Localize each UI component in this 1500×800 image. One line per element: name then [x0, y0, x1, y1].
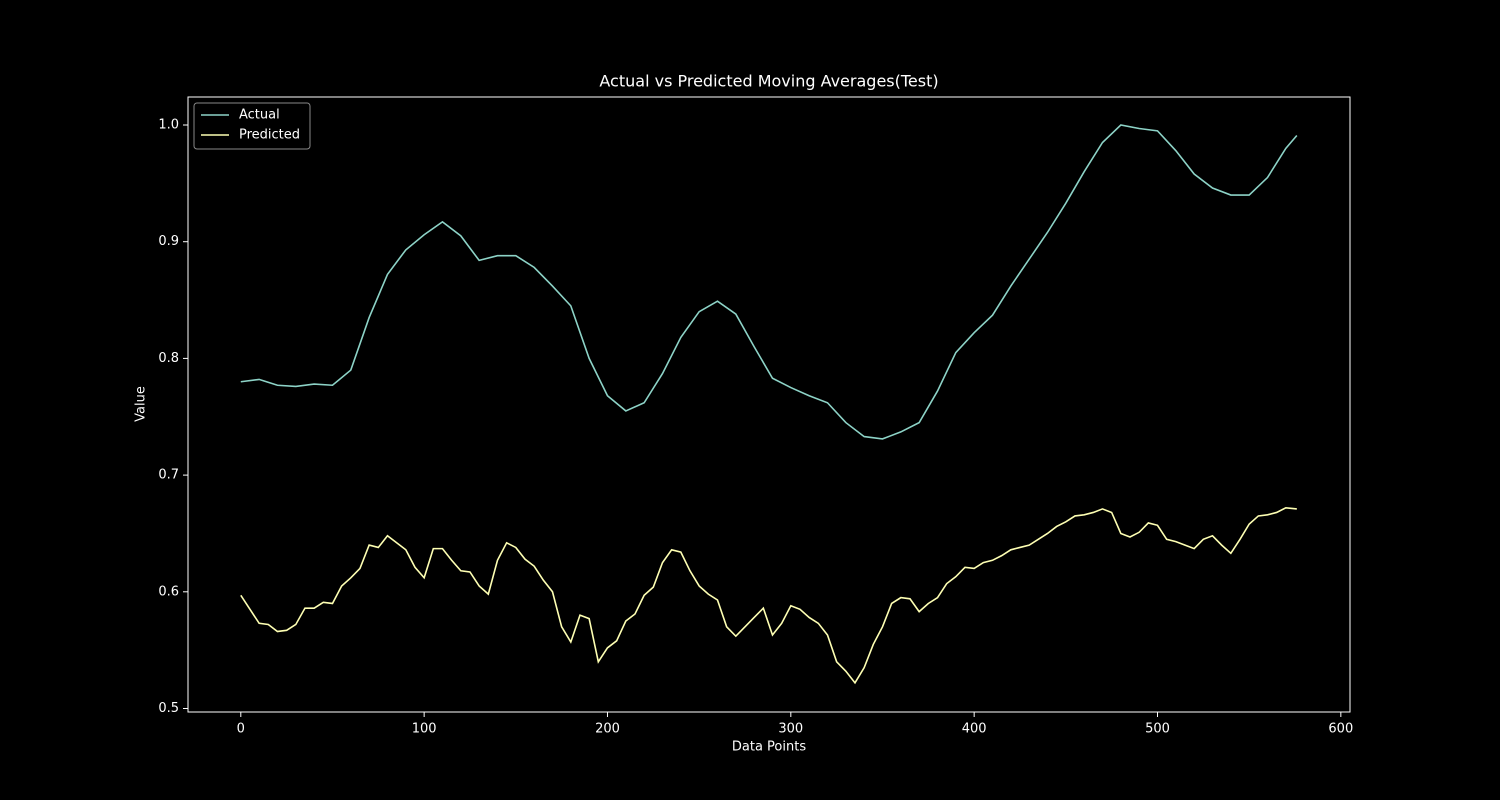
x-tick-label: 200	[595, 722, 620, 737]
y-tick-label: 1.0	[158, 118, 179, 133]
x-tick-label: 400	[962, 722, 987, 737]
legend-label: Actual	[239, 108, 280, 123]
line	[240, 124, 1298, 440]
x-tick-label: 0	[237, 722, 245, 737]
y-tick-label: 0.6	[158, 584, 179, 599]
x-tick-label: 600	[1328, 722, 1353, 737]
y-tick-label: 0.7	[158, 468, 179, 483]
y-tick-label: 0.9	[158, 234, 179, 249]
chart-title: Actual vs Predicted Moving Averages(Test…	[599, 72, 938, 91]
y-tick-label: 0.8	[158, 351, 179, 366]
line	[240, 506, 1297, 685]
x-tick-label: 100	[412, 722, 437, 737]
plot-frame	[187, 96, 1351, 713]
y-tick-label: 0.5	[158, 701, 179, 716]
x-axis-label: Data Points	[732, 740, 806, 755]
legend-label: Predicted	[239, 128, 300, 143]
y-axis-label: Value	[134, 386, 149, 422]
x-tick-label: 300	[778, 722, 803, 737]
x-tick-label: 500	[1145, 722, 1170, 737]
